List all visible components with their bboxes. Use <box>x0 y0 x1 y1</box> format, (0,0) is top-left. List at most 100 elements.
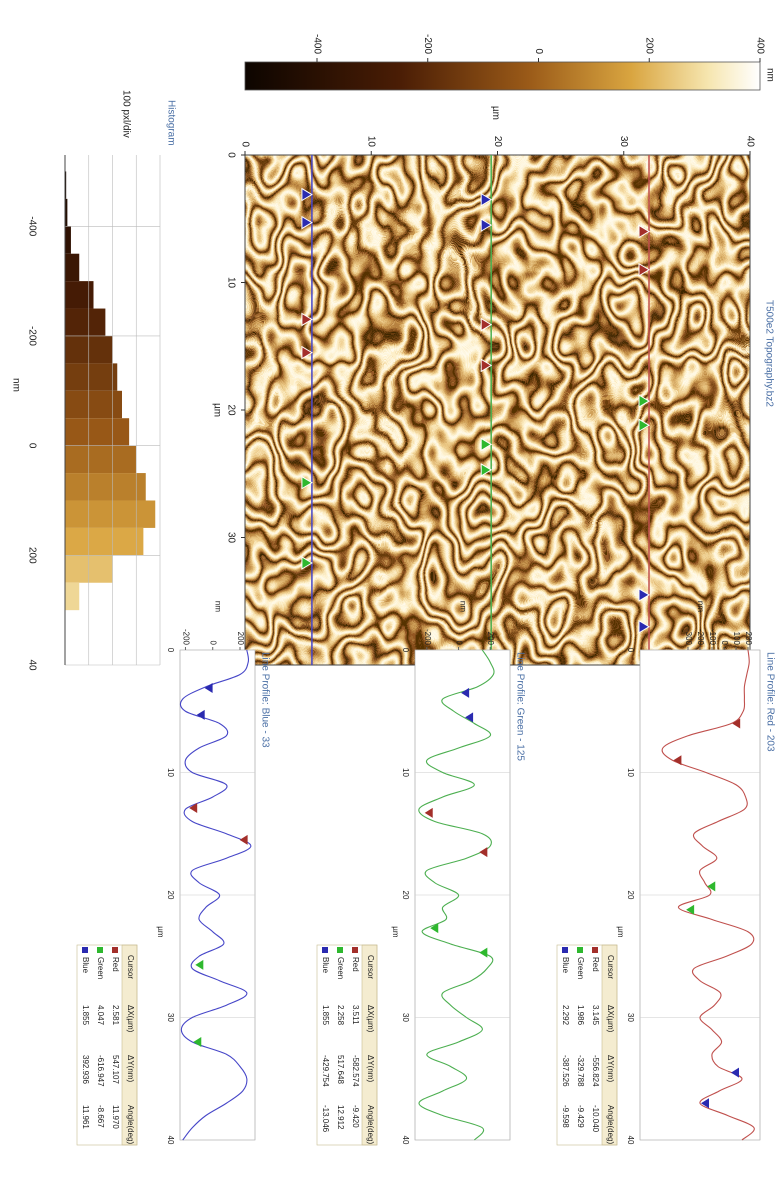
profile-cursor-marker <box>424 807 433 818</box>
table-header: Cursor <box>606 955 615 979</box>
profile-cursor-marker <box>204 682 213 693</box>
table-cell: Green <box>96 957 105 979</box>
histogram-bar <box>65 582 80 611</box>
y-tick-label: 200 <box>744 632 753 646</box>
profile-cursor-marker <box>193 1037 202 1047</box>
image-cursor-marker <box>301 345 313 360</box>
cursor-swatch <box>112 947 118 953</box>
x-tick-label: 20 <box>166 891 175 900</box>
image-cursor-marker <box>480 437 493 452</box>
x-tick-label: 0 <box>225 152 236 158</box>
cursor-table <box>556 944 618 1146</box>
profile-line <box>418 649 495 1141</box>
topography-image <box>245 155 750 665</box>
x-axis-label: µm <box>391 926 400 938</box>
table-cell: -582.574 <box>351 1055 360 1087</box>
x-tick-label: 20 <box>225 404 236 416</box>
x-tick-label: 40 <box>401 1136 410 1145</box>
table-header: ΔX(µm) <box>366 1005 375 1033</box>
table-cell: -616.947 <box>96 1055 105 1087</box>
table-cell: -429.754 <box>321 1055 330 1087</box>
table-cell: 3.511 <box>351 1005 360 1025</box>
image-cursor-marker <box>638 587 650 602</box>
table-cell: 4.047 <box>96 1005 105 1026</box>
y-tick-label: -200 <box>696 629 705 646</box>
table-cell: Blue <box>81 957 90 974</box>
profile-cursor-marker <box>189 803 198 814</box>
table-cell: Blue <box>561 957 570 974</box>
y-axis-label: nm <box>696 601 705 612</box>
x-tick-label: 30 <box>225 532 236 544</box>
profile-cursor-marker <box>673 755 682 766</box>
histogram-title: Histogram <box>165 100 176 146</box>
x-tick-label: 0 <box>166 648 175 653</box>
x-tick-label: 10 <box>626 768 635 777</box>
histogram-bar <box>65 198 68 227</box>
table-cell: 517.648 <box>336 1055 345 1084</box>
table-cell: -387.526 <box>561 1055 570 1087</box>
table-cell: Red <box>351 957 360 972</box>
y-tick-label: 10 <box>366 136 377 148</box>
histogram-bar <box>65 253 80 282</box>
cursor-table <box>316 944 378 1146</box>
image-cursor-marker <box>638 394 650 408</box>
image-cursor-marker <box>301 475 313 490</box>
colorbar-unit: nm <box>764 68 775 82</box>
image-cursor-marker <box>301 215 313 230</box>
table-header: ΔY(nm) <box>126 1055 135 1082</box>
table-cell: Blue <box>321 957 330 974</box>
profile-line <box>661 649 755 1141</box>
y-axis-label: µm <box>490 106 501 120</box>
image-cursor-marker <box>638 619 650 634</box>
x-tick-label: 30 <box>626 1013 635 1022</box>
colorbar-tick-label: -200 <box>422 34 433 54</box>
x-tick-label: 30 <box>166 1013 175 1022</box>
y-tick-label: -200 <box>423 629 432 646</box>
image-cursor-marker <box>301 187 313 202</box>
window-title: T500e2 Topography.bz2 <box>763 300 774 407</box>
profile-cursor-marker <box>731 1067 739 1078</box>
histogram-bar <box>65 418 130 446</box>
table-cell: 12.912 <box>336 1105 345 1130</box>
table-cell: 1.986 <box>576 1005 585 1026</box>
y-tick-label: 20 <box>492 136 503 148</box>
profile-cursor-marker <box>707 881 716 892</box>
cursor-swatch <box>82 947 88 953</box>
x-tick-label: 200 <box>26 547 37 564</box>
profile-cursor-marker <box>686 904 695 915</box>
x-tick-label: 30 <box>401 1013 410 1022</box>
y-tick-label: 200 <box>236 632 245 646</box>
table-cell: Green <box>336 957 345 979</box>
table-header: Angle(deg) <box>126 1105 135 1144</box>
table-cell: 11.961 <box>81 1105 90 1129</box>
y-tick-label: 100 <box>732 632 741 646</box>
table-cell: 1.855 <box>81 1005 90 1026</box>
image-cursor-marker <box>480 218 493 233</box>
x-axis-label: µm <box>616 926 625 938</box>
colorbar-tick-label: -400 <box>311 34 322 54</box>
colorbar-tick-label: 200 <box>644 37 655 54</box>
image-cursor-marker <box>480 463 493 477</box>
image-cursor-marker <box>480 317 493 332</box>
table-header: Angle(deg) <box>606 1105 615 1144</box>
y-axis-label: nm <box>458 601 467 612</box>
table-cell: Red <box>111 957 120 972</box>
histogram-bar <box>65 390 122 419</box>
table-header: ΔX(µm) <box>126 1005 135 1033</box>
table-cell: 2.292 <box>561 1005 570 1026</box>
profile-cursor-marker <box>701 1098 709 1109</box>
profile-title: Line Profile: Blue - 33 <box>259 652 270 748</box>
cursor-swatch <box>577 947 583 953</box>
profile-title: Line Profile: Green - 125 <box>514 652 525 761</box>
profile-cursor-marker <box>239 834 248 845</box>
x-tick-label: -400 <box>26 216 37 236</box>
y-tick-label: -200 <box>181 629 190 646</box>
table-cell: 547.107 <box>111 1055 120 1084</box>
profile-cursor-marker <box>430 923 439 934</box>
x-tick-label: 10 <box>166 768 175 777</box>
histogram-bar <box>65 281 94 309</box>
y-tick-label: 0 <box>239 141 250 147</box>
